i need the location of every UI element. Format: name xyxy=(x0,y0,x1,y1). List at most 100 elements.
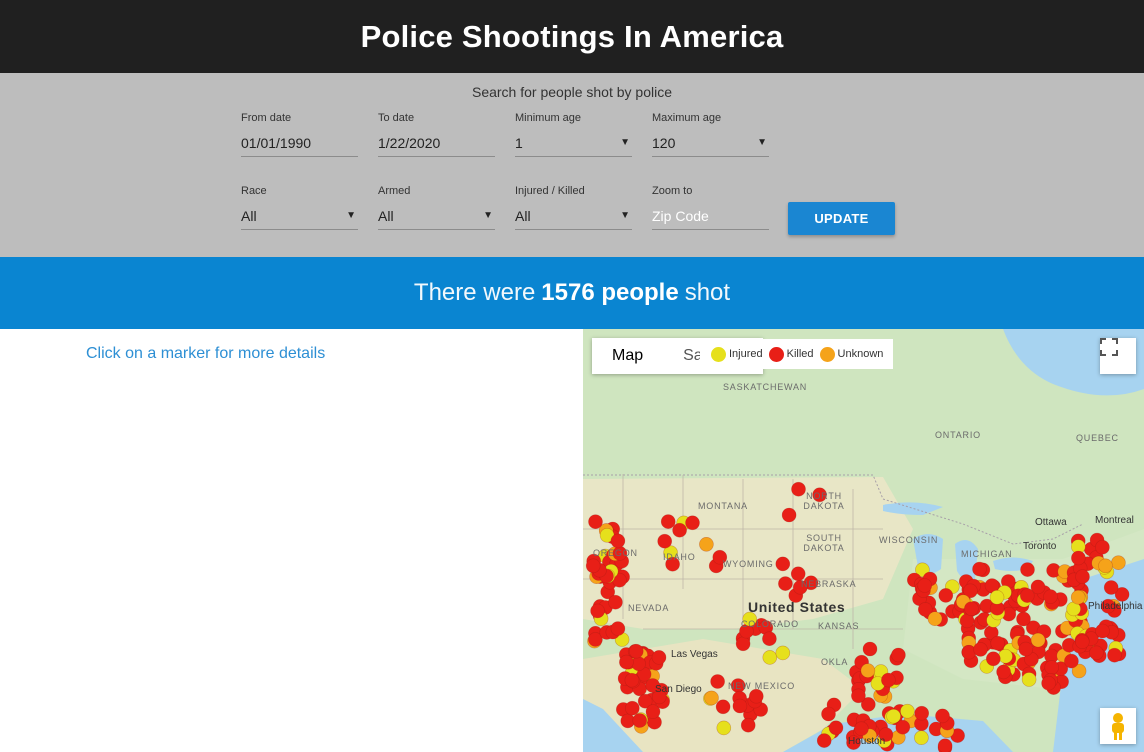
incident-marker[interactable] xyxy=(628,643,644,659)
min-age-select[interactable]: Minimum age 1 ▼ xyxy=(515,112,632,157)
zoom-to-field[interactable]: Zoom to Zip Code xyxy=(652,185,769,230)
incident-marker[interactable] xyxy=(900,703,915,719)
map-type-map-button[interactable]: Map xyxy=(612,347,644,364)
injured-killed-value[interactable]: All ▼ xyxy=(515,201,632,230)
incident-marker[interactable] xyxy=(1095,539,1110,555)
incident-marker[interactable] xyxy=(937,738,953,752)
incident-marker[interactable] xyxy=(775,556,791,572)
incident-marker[interactable] xyxy=(1044,660,1060,675)
incident-marker[interactable] xyxy=(881,672,896,688)
race-value[interactable]: All ▼ xyxy=(241,201,358,230)
incident-marker[interactable] xyxy=(854,721,869,737)
incident-marker[interactable] xyxy=(704,690,719,706)
incident-marker[interactable] xyxy=(672,522,687,538)
incident-marker[interactable] xyxy=(652,689,667,705)
incident-marker[interactable] xyxy=(996,664,1011,680)
fullscreen-button[interactable] xyxy=(1100,338,1136,374)
incident-marker[interactable] xyxy=(660,514,676,529)
incident-marker[interactable] xyxy=(860,663,876,678)
incident-marker[interactable] xyxy=(914,705,930,721)
from-date-field[interactable]: From date 01/01/1990 xyxy=(241,112,358,157)
incident-marker[interactable] xyxy=(1030,579,1046,595)
incident-marker[interactable] xyxy=(816,733,832,748)
incident-marker[interactable] xyxy=(712,549,728,565)
incident-marker[interactable] xyxy=(665,556,680,572)
incident-marker[interactable] xyxy=(985,651,1001,667)
incident-marker[interactable] xyxy=(821,706,836,722)
incident-marker[interactable] xyxy=(762,631,777,647)
incident-marker[interactable] xyxy=(608,594,623,610)
incident-marker[interactable] xyxy=(828,720,844,736)
incident-marker[interactable] xyxy=(1030,632,1046,648)
incident-marker[interactable] xyxy=(886,708,901,724)
incident-marker[interactable] xyxy=(715,699,731,715)
incident-marker[interactable] xyxy=(588,514,603,529)
incident-marker[interactable] xyxy=(610,621,626,636)
incident-marker[interactable] xyxy=(632,713,648,728)
incident-marker[interactable] xyxy=(972,561,987,577)
incident-marker[interactable] xyxy=(1043,589,1058,604)
incident-marker[interactable] xyxy=(791,481,806,497)
incident-marker[interactable] xyxy=(1075,569,1090,584)
incident-marker[interactable] xyxy=(846,735,861,750)
incident-marker[interactable] xyxy=(610,533,626,549)
zip-code-input[interactable]: Zip Code xyxy=(652,201,769,230)
incident-marker[interactable] xyxy=(989,589,1005,605)
incident-marker[interactable] xyxy=(793,579,808,595)
incident-marker[interactable] xyxy=(624,672,640,688)
incident-marker[interactable] xyxy=(915,562,930,578)
incident-marker[interactable] xyxy=(631,656,646,672)
incident-marker[interactable] xyxy=(917,602,933,617)
incident-marker[interactable] xyxy=(657,533,672,549)
incident-marker[interactable] xyxy=(1064,653,1079,669)
incident-marker[interactable] xyxy=(964,601,979,617)
incident-marker[interactable] xyxy=(1089,645,1104,661)
incident-marker[interactable] xyxy=(1100,598,1116,614)
incident-marker[interactable] xyxy=(1018,641,1034,657)
incident-marker[interactable] xyxy=(590,603,605,619)
incident-marker[interactable] xyxy=(742,611,757,627)
incident-marker[interactable] xyxy=(624,700,640,716)
from-date-input[interactable]: 01/01/1990 xyxy=(241,128,358,157)
max-age-select[interactable]: Maximum age 120 ▼ xyxy=(652,112,769,157)
incident-marker[interactable] xyxy=(699,537,714,552)
incident-marker[interactable] xyxy=(651,650,667,665)
street-view-pegman-button[interactable] xyxy=(1100,708,1136,744)
incident-marker[interactable] xyxy=(1098,558,1113,574)
incident-marker[interactable] xyxy=(716,720,732,736)
incident-marker[interactable] xyxy=(963,583,978,599)
incident-marker[interactable] xyxy=(645,678,660,693)
incident-marker[interactable] xyxy=(895,719,911,735)
incident-marker[interactable] xyxy=(812,487,827,503)
incident-marker[interactable] xyxy=(645,704,661,719)
incident-marker[interactable] xyxy=(935,708,950,724)
armed-value[interactable]: All ▼ xyxy=(378,201,495,230)
incident-marker[interactable] xyxy=(1020,562,1035,577)
map-view[interactable]: SASKATCHEWAN ONTARIO QUEBEC MONTANA NORT… xyxy=(583,329,1144,752)
race-select[interactable]: Race All ▼ xyxy=(241,185,358,230)
incident-marker[interactable] xyxy=(938,588,954,603)
incident-marker[interactable] xyxy=(1071,663,1087,679)
incident-marker[interactable] xyxy=(1070,589,1086,605)
incident-marker[interactable] xyxy=(1107,647,1122,663)
incident-marker[interactable] xyxy=(585,558,601,574)
incident-marker[interactable] xyxy=(990,635,1006,651)
map-canvas[interactable] xyxy=(583,329,1144,752)
incident-marker[interactable] xyxy=(637,693,653,709)
to-date-input[interactable]: 1/22/2020 xyxy=(378,128,495,157)
incident-marker[interactable] xyxy=(740,717,756,733)
incident-marker[interactable] xyxy=(1016,611,1031,627)
incident-marker[interactable] xyxy=(732,698,748,714)
incident-marker[interactable] xyxy=(762,650,778,665)
incident-marker[interactable] xyxy=(1071,550,1086,566)
incident-marker[interactable] xyxy=(891,647,906,663)
max-age-value[interactable]: 120 ▼ xyxy=(652,128,769,157)
incident-marker[interactable] xyxy=(1103,580,1119,595)
incident-marker[interactable] xyxy=(927,611,943,627)
update-button[interactable]: UPDATE xyxy=(788,202,895,235)
incident-marker[interactable] xyxy=(735,636,751,652)
incident-marker[interactable] xyxy=(619,654,634,670)
injured-killed-select[interactable]: Injured / Killed All ▼ xyxy=(515,185,632,230)
incident-marker[interactable] xyxy=(998,648,1013,664)
incident-marker[interactable] xyxy=(749,688,764,704)
